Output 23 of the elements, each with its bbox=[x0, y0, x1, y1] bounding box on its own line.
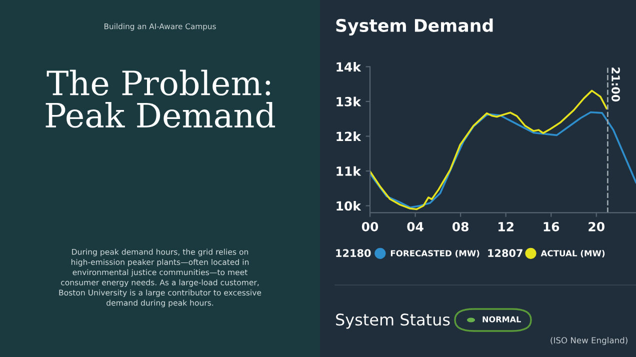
text: 12180 bbox=[336, 249, 371, 258]
legend-label: ACTUAL (MW) bbox=[540, 250, 605, 258]
x-tick-label: 16 bbox=[544, 222, 560, 232]
x-tick-label: 12 bbox=[498, 222, 514, 232]
y-tick-label: 10k bbox=[336, 201, 362, 211]
legend-label: FORECASTED (MW) bbox=[390, 250, 480, 258]
x-tick-label: 20 bbox=[588, 222, 604, 232]
y-tick-label: 12k bbox=[336, 131, 362, 141]
ref-line-label: 21:00 bbox=[612, 68, 620, 102]
x-tick-label: 00 bbox=[362, 222, 378, 232]
y-tick-label: 11k bbox=[336, 166, 362, 176]
chart-title: System Demand bbox=[336, 18, 493, 36]
line-series bbox=[370, 111, 636, 208]
y-tick-label: 13k bbox=[336, 96, 362, 106]
text: System Status bbox=[336, 314, 450, 329]
text: 12807 bbox=[488, 249, 522, 258]
text: (ISO New England) bbox=[550, 336, 628, 346]
x-tick-label: 04 bbox=[407, 222, 424, 232]
line-series bbox=[370, 90, 608, 210]
text: NORMAL bbox=[482, 316, 521, 322]
y-tick-label: 14k bbox=[336, 62, 362, 72]
x-tick-label: 08 bbox=[452, 222, 468, 232]
text: The Problem: Peak Demand bbox=[46, 70, 276, 128]
